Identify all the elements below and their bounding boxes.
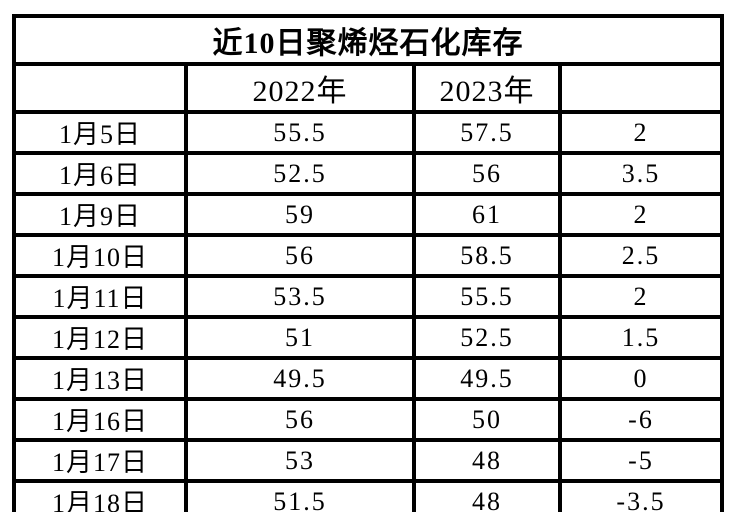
table-row: 1月11日 53.5 55.5 2 <box>12 274 724 319</box>
diff-cell: 3.5 <box>558 151 724 196</box>
table-row: 1月6日 52.5 56 3.5 <box>12 151 724 196</box>
table-row: 1月9日 59 61 2 <box>12 192 724 237</box>
value-2022-cell: 55.5 <box>184 110 416 155</box>
diff-cell: 1.5 <box>558 315 724 360</box>
date-cell: 1月11日 <box>12 274 188 319</box>
diff-cell: 2 <box>558 192 724 237</box>
table-row: 1月13日 49.5 49.5 0 <box>12 356 724 401</box>
date-cell: 1月13日 <box>12 356 188 401</box>
inventory-table: 近10日聚烯烃石化库存 2022年 2023年 1月5日 55.5 57.5 2… <box>12 14 724 512</box>
value-2023-cell: 49.5 <box>412 356 562 401</box>
value-2023-cell: 55.5 <box>412 274 562 319</box>
value-2023-cell: 50 <box>412 397 562 442</box>
column-header-diff <box>558 62 724 114</box>
date-cell: 1月17日 <box>12 438 188 483</box>
table-row: 1月12日 51 52.5 1.5 <box>12 315 724 360</box>
table-row: 1月5日 55.5 57.5 2 <box>12 110 724 155</box>
diff-cell: -6 <box>558 397 724 442</box>
table-row: 1月17日 53 48 -5 <box>12 438 724 483</box>
date-cell: 1月16日 <box>12 397 188 442</box>
table-title: 近10日聚烯烃石化库存 <box>12 14 724 66</box>
value-2022-cell: 51.5 <box>184 479 416 512</box>
value-2022-cell: 51 <box>184 315 416 360</box>
value-2023-cell: 56 <box>412 151 562 196</box>
value-2023-cell: 48 <box>412 479 562 512</box>
title-row: 近10日聚烯烃石化库存 <box>12 14 724 66</box>
table-row: 1月18日 51.5 48 -3.5 <box>12 479 724 512</box>
table-row: 1月10日 56 58.5 2.5 <box>12 233 724 278</box>
value-2023-cell: 57.5 <box>412 110 562 155</box>
column-header-2022: 2022年 <box>184 62 416 114</box>
value-2023-cell: 52.5 <box>412 315 562 360</box>
diff-cell: -5 <box>558 438 724 483</box>
value-2022-cell: 49.5 <box>184 356 416 401</box>
diff-cell: -3.5 <box>558 479 724 512</box>
diff-cell: 0 <box>558 356 724 401</box>
table-row: 1月16日 56 50 -6 <box>12 397 724 442</box>
value-2022-cell: 53 <box>184 438 416 483</box>
date-cell: 1月9日 <box>12 192 188 237</box>
value-2022-cell: 56 <box>184 397 416 442</box>
date-cell: 1月5日 <box>12 110 188 155</box>
value-2023-cell: 58.5 <box>412 233 562 278</box>
column-header-date <box>12 62 188 114</box>
value-2022-cell: 59 <box>184 192 416 237</box>
date-cell: 1月10日 <box>12 233 188 278</box>
diff-cell: 2.5 <box>558 233 724 278</box>
value-2023-cell: 48 <box>412 438 562 483</box>
value-2022-cell: 56 <box>184 233 416 278</box>
value-2022-cell: 53.5 <box>184 274 416 319</box>
value-2022-cell: 52.5 <box>184 151 416 196</box>
date-cell: 1月18日 <box>12 479 188 512</box>
column-header-2023: 2023年 <box>412 62 562 114</box>
header-row: 2022年 2023年 <box>12 62 724 114</box>
date-cell: 1月6日 <box>12 151 188 196</box>
diff-cell: 2 <box>558 274 724 319</box>
date-cell: 1月12日 <box>12 315 188 360</box>
diff-cell: 2 <box>558 110 724 155</box>
value-2023-cell: 61 <box>412 192 562 237</box>
